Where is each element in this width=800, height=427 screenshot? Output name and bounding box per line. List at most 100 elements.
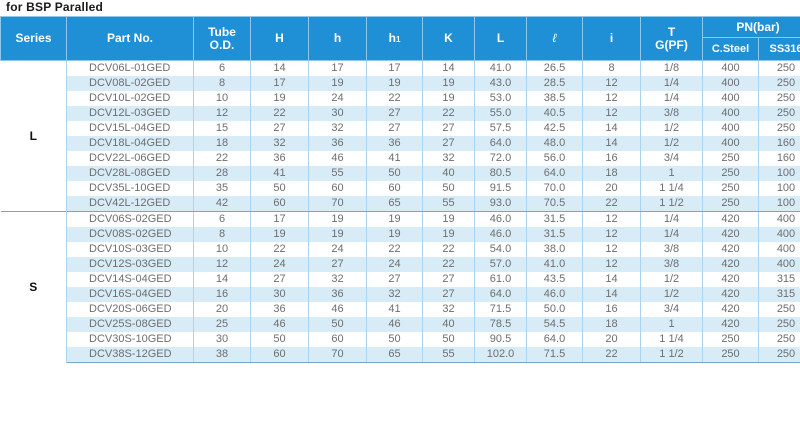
i-cell: 14 (582, 272, 641, 287)
ss316-pn-cell: 100 (758, 166, 800, 181)
csteel-pn-cell: 400 (702, 121, 759, 136)
header-thread: T G(PF) (640, 16, 703, 61)
thread-cell: 1 1/4 (640, 181, 703, 196)
ell-cell: 50.0 (526, 302, 583, 317)
ell-cell: 70.5 (526, 196, 583, 212)
table-row: DCV10L-02GED 10 19 24 22 19 53.0 38.5 12 1/4 400 25… (1, 91, 800, 106)
h-cell: 19 (308, 227, 367, 242)
tube-od-cell: 25 (193, 317, 251, 332)
L-cell: 64.0 (474, 136, 527, 151)
part-no-cell: DCV42L-12GED (66, 196, 194, 212)
H-cell: 14 (250, 60, 309, 76)
H-cell: 41 (250, 166, 309, 181)
thread-cell: 3/4 (640, 302, 703, 317)
ss316-pn-cell: 315 (758, 272, 800, 287)
K-cell: 22 (422, 106, 475, 121)
tube-od-cell: 12 (193, 106, 251, 121)
h-cell: 24 (308, 91, 367, 106)
ss316-pn-cell: 160 (758, 136, 800, 151)
csteel-pn-cell: 420 (702, 227, 759, 242)
thread-cell: 1 (640, 166, 703, 181)
i-cell: 16 (582, 302, 641, 317)
K-cell: 19 (422, 91, 475, 106)
part-no-cell: DCV10S-03GED (66, 242, 194, 257)
table-row: DCV20S-06GED 20 36 46 41 32 71.5 50.0 16 3/4 420 25… (1, 302, 800, 317)
table-row: DCV14S-04GED 14 27 32 27 27 61.0 43.5 14 1/2 420 31… (1, 272, 800, 287)
i-cell: 20 (582, 332, 641, 347)
csteel-pn-cell: 420 (702, 302, 759, 317)
table-row: S DCV06S-02GED 6 17 19 19 19 46.0 31.5 12 1/4 420 40… (0, 211, 800, 363)
H-cell: 17 (250, 211, 309, 227)
table-row: DCV42L-12GED 42 60 70 65 55 93.0 70.5 22 1 1/2 250… (1, 196, 800, 212)
H-cell: 30 (250, 287, 309, 302)
table-row: DCV38S-12GED 38 60 70 65 55 102.0 71.5 22 1 1/2 25… (1, 347, 800, 363)
part-no-cell: DCV16S-04GED (66, 287, 194, 302)
csteel-pn-cell: 250 (702, 347, 759, 363)
h1-cell: 65 (366, 347, 423, 363)
K-cell: 27 (422, 272, 475, 287)
L-cell: 43.0 (474, 76, 527, 91)
h1-cell: 32 (366, 287, 423, 302)
ss316-pn-cell: 250 (758, 60, 800, 76)
thread-cell: 3/4 (640, 151, 703, 166)
K-cell: 55 (422, 347, 475, 363)
ss316-pn-cell: 250 (758, 91, 800, 106)
h1-cell: 36 (366, 136, 423, 151)
header-thread-line1: T (667, 24, 676, 39)
table-row: DCV18L-04GED 18 32 36 36 27 64.0 48.0 14 1/2 400 16… (1, 136, 800, 151)
h-cell: 32 (308, 272, 367, 287)
header-tube-od-line2: O.D. (209, 37, 235, 52)
H-cell: 22 (250, 242, 309, 257)
part-no-cell: DCV28L-08GED (66, 166, 194, 181)
ell-cell: 31.5 (526, 211, 583, 227)
H-cell: 60 (250, 196, 309, 212)
csteel-pn-cell: 420 (702, 287, 759, 302)
ell-cell: 42.5 (526, 121, 583, 136)
i-cell: 12 (582, 91, 641, 106)
header-pn-bar: PN(bar) (702, 15, 800, 39)
tube-od-cell: 22 (193, 151, 251, 166)
H-cell: 60 (250, 347, 309, 363)
h-cell: 70 (308, 347, 367, 363)
i-cell: 14 (582, 287, 641, 302)
part-no-cell: DCV12S-03GED (66, 257, 194, 272)
thread-cell: 3/8 (640, 106, 703, 121)
thread-cell: 1/2 (640, 287, 703, 302)
ss316-pn-cell: 400 (758, 242, 800, 257)
thread-cell: 1/2 (640, 136, 703, 151)
ss316-pn-cell: 250 (758, 347, 800, 363)
L-cell: 54.0 (474, 242, 527, 257)
ell-cell: 43.5 (526, 272, 583, 287)
L-cell: 46.0 (474, 227, 527, 242)
h-cell: 70 (308, 196, 367, 212)
ss316-pn-cell: 100 (758, 181, 800, 196)
i-cell: 12 (582, 106, 641, 121)
thread-cell: 1/8 (640, 60, 703, 76)
csteel-pn-cell: 400 (702, 76, 759, 91)
i-cell: 22 (582, 196, 641, 212)
h1-cell: 22 (366, 242, 423, 257)
tube-od-cell: 6 (193, 60, 251, 76)
L-cell: 102.0 (474, 347, 527, 363)
thread-cell: 1/2 (640, 272, 703, 287)
H-cell: 19 (250, 91, 309, 106)
h1-cell: 60 (366, 181, 423, 196)
thread-cell: 1 (640, 317, 703, 332)
h1-cell: 27 (366, 272, 423, 287)
part-no-cell: DCV25S-08GED (66, 317, 194, 332)
ell-cell: 71.5 (526, 347, 583, 363)
i-cell: 14 (582, 136, 641, 151)
tube-od-cell: 12 (193, 257, 251, 272)
h-cell: 60 (308, 332, 367, 347)
part-no-cell: DCV30S-10GED (66, 332, 194, 347)
tube-od-cell: 42 (193, 196, 251, 212)
table-row: DCV35L-10GED 35 50 60 60 50 91.5 70.0 20 1 1/4 250… (1, 181, 800, 196)
i-cell: 18 (582, 317, 641, 332)
h1-cell: 46 (366, 317, 423, 332)
header-series: Series (0, 16, 67, 61)
table-row: DCV16S-04GED 16 30 36 32 27 64.0 46.0 14 1/2 420 31… (1, 287, 800, 302)
ss316-pn-cell: 400 (758, 211, 800, 227)
table-row: DCV30S-10GED 30 50 60 50 50 90.5 64.0 20 1 1/4 250… (1, 332, 800, 347)
K-cell: 27 (422, 121, 475, 136)
L-cell: 41.0 (474, 60, 527, 76)
